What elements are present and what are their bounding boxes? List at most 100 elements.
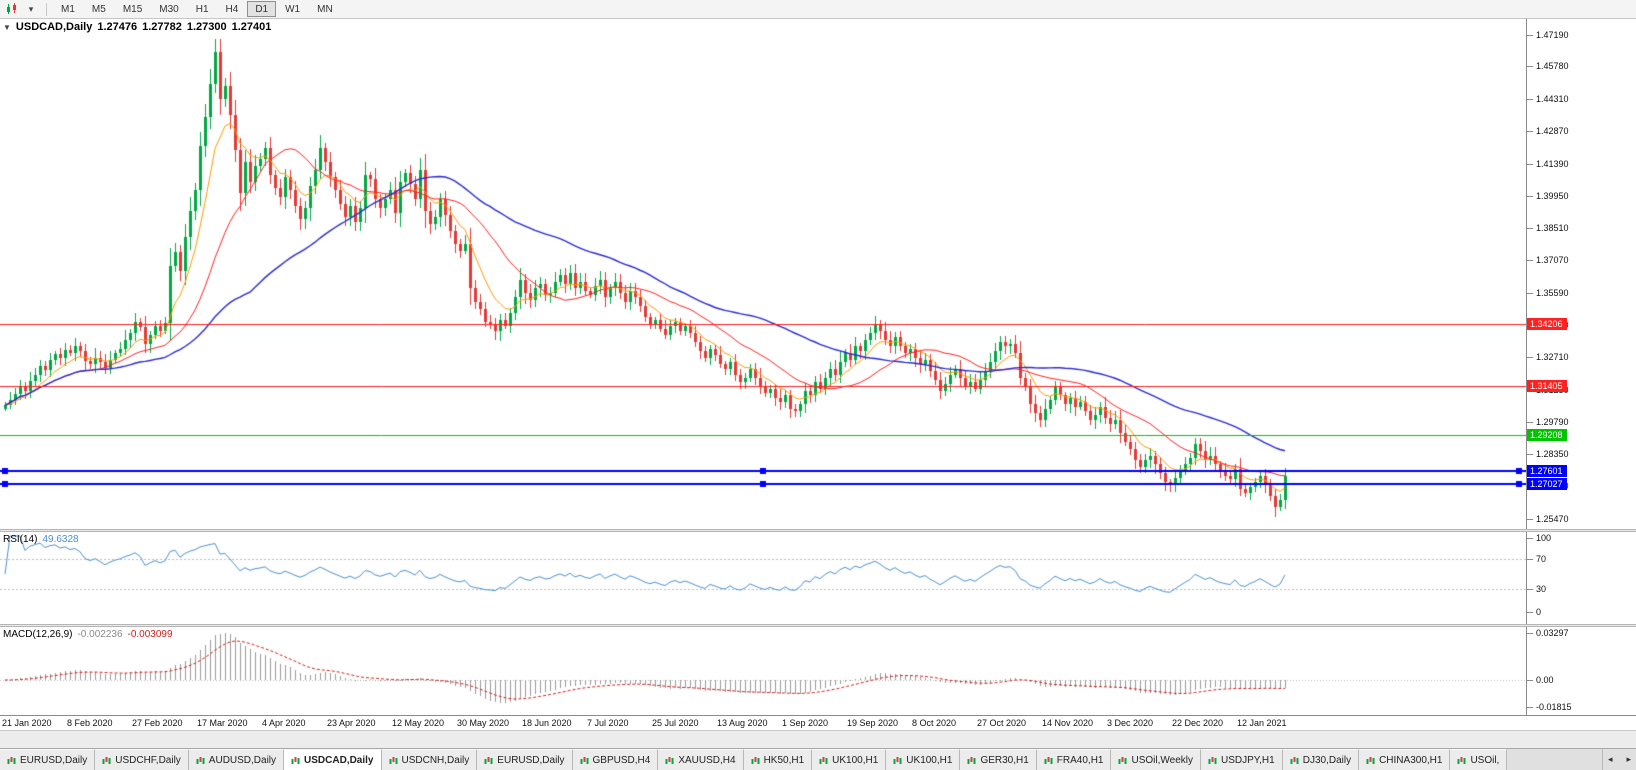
price-tick-label: 1.45780 <box>1527 61 1569 72</box>
hline-price-tag: 1.34206 <box>1527 317 1567 330</box>
chart-tab-3-usdcad-daily[interactable]: USDCAD,Daily <box>284 749 382 770</box>
timeframe-m1-button[interactable]: M1 <box>53 1 83 17</box>
chart-tab-11-ger30-h1[interactable]: GER30,H1 <box>960 749 1037 770</box>
date-tick-label: 17 Mar 2020 <box>197 718 248 728</box>
tab-chart-icon <box>819 756 828 764</box>
timeframe-d1-button[interactable]: D1 <box>247 1 277 17</box>
chart-tab-17-usoil-[interactable]: USOil, <box>1450 749 1508 770</box>
tab-chart-icon <box>893 756 902 764</box>
tab-scroll-arrows: ◂ ▸ <box>1602 749 1636 770</box>
tab-label: USOil,Weekly <box>1131 754 1193 766</box>
one-click-trading-arrow[interactable]: ▼ <box>3 22 11 32</box>
rsi-canvas[interactable] <box>0 532 1526 624</box>
price-tick-label: 1.47190 <box>1527 29 1569 40</box>
tab-label: UK100,H1 <box>906 754 953 766</box>
hline-price-tag: 1.27601 <box>1527 465 1567 478</box>
chart-bottom-strip <box>0 730 1636 748</box>
rsi-name: RSI(14) <box>3 534 38 545</box>
chart-tab-1-usdchf-daily[interactable]: USDCHF,Daily <box>95 749 189 770</box>
panel-splitter-rsi[interactable] <box>0 529 1636 532</box>
price-tick-label: 1.35590 <box>1527 288 1569 299</box>
date-tick-label: 30 May 2020 <box>457 718 510 728</box>
tab-label: EURUSD,Daily <box>497 754 565 766</box>
chart-tab-16-china300-h1[interactable]: CHINA300,H1 <box>1359 749 1451 770</box>
tabs-scroll-left-button[interactable]: ◂ <box>1608 754 1613 764</box>
date-tick-label: 25 Jul 2020 <box>652 718 699 728</box>
price-tick-label: 1.28350 <box>1527 449 1569 460</box>
chart-symbol-period: USDCAD,Daily <box>15 21 93 33</box>
top-toolbar: ▾ M1 M5 M15 M30 H1 H4 D1 W1 MN <box>0 0 1636 19</box>
timeframe-m30-button[interactable]: M30 <box>151 1 186 17</box>
tab-chart-icon <box>1290 756 1299 764</box>
macd-canvas[interactable] <box>0 627 1526 715</box>
hline-price-tag: 1.27027 <box>1527 477 1567 490</box>
tab-chart-icon <box>102 756 111 764</box>
tab-chart-icon <box>196 756 205 764</box>
timeframe-mn-button[interactable]: MN <box>309 1 341 17</box>
ohlc-low: 1.27300 <box>186 21 227 33</box>
chart-tab-14-usdjpy-h1[interactable]: USDJPY,H1 <box>1200 749 1283 770</box>
date-tick-label: 8 Feb 2020 <box>67 718 113 728</box>
ohlc-high: 1.27782 <box>142 21 182 33</box>
date-tick-label: 1 Sep 2020 <box>782 718 829 728</box>
tab-label: HK50,H1 <box>763 754 805 766</box>
chart-tab-8-hk50-h1[interactable]: HK50,H1 <box>743 749 813 770</box>
tab-label: DJ30,Daily <box>1302 754 1352 766</box>
chart-tab-0-eurusd-daily[interactable]: EURUSD,Daily <box>0 749 96 770</box>
date-tick-label: 18 Jun 2020 <box>522 718 572 728</box>
timeframe-h1-button[interactable]: H1 <box>188 1 217 17</box>
macd-tick-label: 0.00 <box>1527 675 1554 686</box>
chart-tab-15-dj30-daily[interactable]: DJ30,Daily <box>1282 749 1360 770</box>
tab-label: USDCNH,Daily <box>401 754 470 766</box>
tab-chart-icon <box>389 756 397 764</box>
date-tick-label: 8 Oct 2020 <box>912 718 957 728</box>
hline-price-tag: 1.29208 <box>1527 429 1567 442</box>
timeframe-m15-button[interactable]: M15 <box>115 1 150 17</box>
price-tick-label: 1.37070 <box>1527 255 1569 266</box>
price-tick-label: 1.38510 <box>1527 223 1569 234</box>
chart-tab-7-xauusd-h4[interactable]: XAUUSD,H4 <box>658 749 744 770</box>
chart-tabs-bar: EURUSD,Daily USDCHF,Daily AUDUSD,Daily USDC… <box>0 748 1636 770</box>
tabs-scroll-right-button[interactable]: ▸ <box>1626 754 1631 764</box>
main-chart-panel: ▼ USDCAD,Daily 1.27476 1.27782 1.27300 1… <box>0 19 1636 529</box>
rsi-value: 49.6328 <box>42 534 79 545</box>
main-chart-canvas[interactable] <box>0 19 1526 529</box>
tab-label: XAUUSD,H4 <box>678 754 736 766</box>
tab-chart-icon <box>1366 756 1375 764</box>
timeframe-w1-button[interactable]: W1 <box>277 1 308 17</box>
date-tick-label: 27 Oct 2020 <box>977 718 1027 728</box>
timeframe-m5-button[interactable]: M5 <box>84 1 114 17</box>
time-axis[interactable]: 21 Jan 2020 8 Feb 2020 27 Feb 2020 17 Mar 2… <box>0 715 1636 730</box>
tab-label: GBPUSD,H4 <box>592 754 651 766</box>
rsi-tick-label: 30 <box>1526 584 1547 595</box>
chart-title: ▼ USDCAD,Daily 1.27476 1.27782 1.27300 1… <box>3 21 271 33</box>
macd-tick-label: -0.01815 <box>1527 702 1572 712</box>
ohlc-close: 1.27401 <box>231 21 272 33</box>
main-price-axis[interactable]: 1.47190 1.45780 1.44310 1.42870 1.41390 1.399… <box>1526 19 1636 529</box>
chart-tab-6-gbpusd-h4[interactable]: GBPUSD,H4 <box>572 749 659 770</box>
timeframe-buttons: M1 M5 M15 M30 H1 H4 D1 W1 MN <box>53 1 341 17</box>
tab-label: CHINA300,H1 <box>1379 754 1443 766</box>
chart-tab-13-usoil-weekly[interactable]: USOil,Weekly <box>1111 749 1201 770</box>
date-tick-label: 27 Feb 2020 <box>132 718 183 728</box>
tab-chart-icon <box>580 756 589 764</box>
rsi-axis: 100 70 30 0 <box>1526 532 1636 624</box>
chart-tab-12-fra40-h1[interactable]: FRA40,H1 <box>1036 749 1112 770</box>
price-tick-label: 1.29790 <box>1527 417 1569 428</box>
date-tick-label: 12 May 2020 <box>392 718 445 728</box>
chart-tab-10-uk100-h1[interactable]: UK100,H1 <box>886 749 961 770</box>
panel-splitter-macd[interactable] <box>0 624 1636 627</box>
chart-tab-5-eurusd-daily[interactable]: EURUSD,Daily <box>477 749 573 770</box>
date-tick-label: 4 Apr 2020 <box>262 718 306 728</box>
date-tick-label: 23 Apr 2020 <box>327 718 376 728</box>
tab-label: USDCHF,Daily <box>115 754 181 766</box>
tab-label: FRA40,H1 <box>1056 754 1104 766</box>
timeframe-h4-button[interactable]: H4 <box>218 1 247 17</box>
chart-tab-2-audusd-daily[interactable]: AUDUSD,Daily <box>188 749 285 770</box>
chart-tab-4-usdcnh-daily[interactable]: USDCNH,Daily <box>381 749 478 770</box>
date-tick-label: 14 Nov 2020 <box>1042 718 1094 728</box>
chart-type-dropdown-arrow[interactable]: ▾ <box>22 1 40 17</box>
chart-type-button[interactable] <box>3 1 21 17</box>
chart-tab-9-uk100-h1[interactable]: UK100,H1 <box>812 749 887 770</box>
